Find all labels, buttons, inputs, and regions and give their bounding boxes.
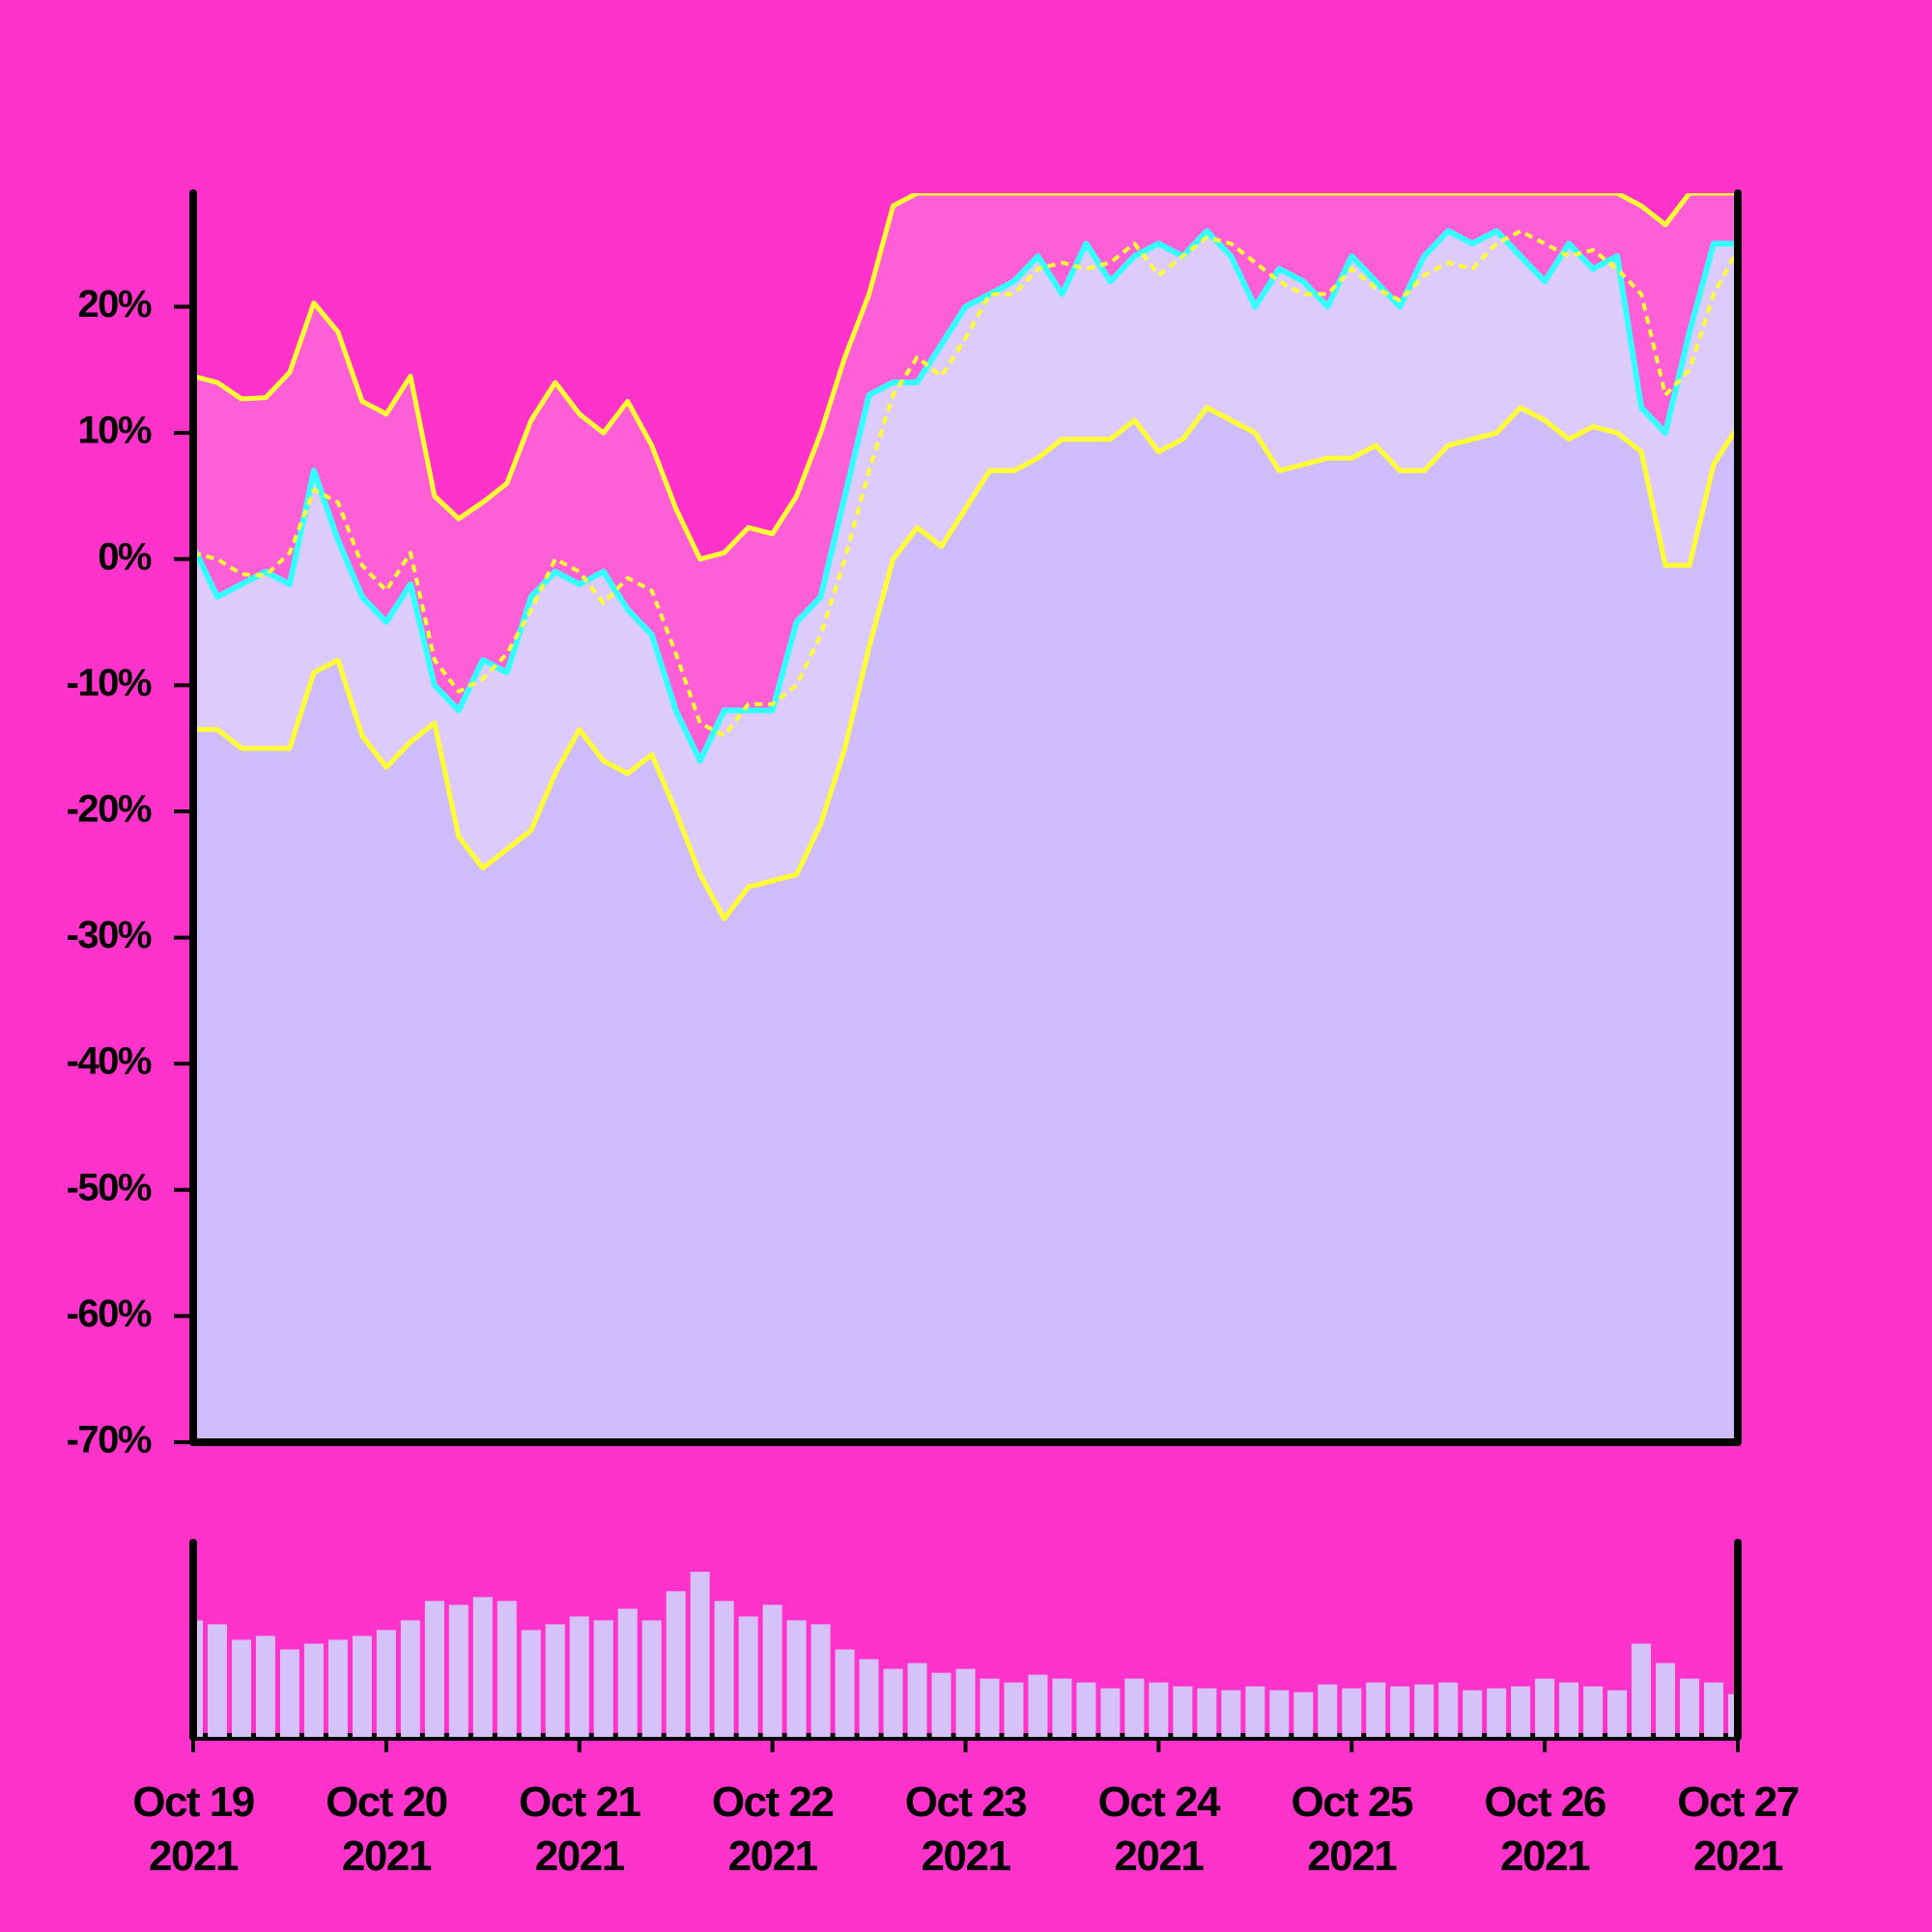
volume-bar: [690, 1572, 710, 1737]
volume-bar: [907, 1662, 927, 1737]
band-lower-fill: [193, 231, 1738, 919]
volume-bar: [641, 1620, 662, 1737]
volume-bar: [1680, 1678, 1700, 1737]
volume-bar: [376, 1630, 396, 1737]
price-line: [193, 228, 1738, 764]
volume-bar: [255, 1635, 275, 1737]
volume-bar: [1269, 1690, 1290, 1737]
volume-bar: [327, 1639, 348, 1737]
volume-bar: [955, 1668, 976, 1737]
volume-bar: [859, 1659, 879, 1737]
volume-bar: [1511, 1686, 1531, 1737]
volume-bar: [197, 1620, 203, 1737]
volume-bar: [1149, 1682, 1169, 1737]
volume-bar: [1728, 1693, 1734, 1737]
y-tick-label: -40%: [67, 1040, 152, 1083]
volume-bar: [1390, 1686, 1410, 1737]
volume-bar: [1173, 1686, 1193, 1737]
volume-bar: [448, 1605, 469, 1737]
x-tick-label: Oct 21 2021: [518, 1778, 641, 1880]
volume-bar: [569, 1616, 589, 1737]
band-upper-fill: [193, 193, 1738, 761]
volume-bar: [1052, 1678, 1072, 1737]
plot-area: [193, 193, 1738, 1442]
y-tick-label: 0%: [98, 535, 152, 578]
y-tick-label: -20%: [67, 788, 152, 831]
below-band-fill: [193, 408, 1738, 1442]
y-tick-label: -70%: [67, 1419, 152, 1462]
volume-bar: [1463, 1690, 1483, 1737]
volume-bar: [521, 1630, 541, 1737]
volume-bar: [835, 1649, 855, 1737]
volume-bar: [545, 1624, 565, 1737]
volume-bar: [1245, 1686, 1265, 1737]
volume-bar: [980, 1678, 1000, 1737]
lower-band-line: [193, 405, 1738, 922]
x-tick-label: Oct 19 2021: [132, 1778, 255, 1880]
volume-bar: [1438, 1682, 1459, 1737]
volume-bar: [303, 1643, 324, 1737]
volume-bar: [786, 1620, 807, 1737]
volume-bar: [352, 1635, 372, 1737]
volume-bar: [1632, 1643, 1652, 1737]
volume-bar: [1293, 1691, 1314, 1737]
x-tick-label: Oct 26 2021: [1484, 1778, 1606, 1880]
volume-bar: [1535, 1678, 1555, 1737]
volume-bar: [400, 1620, 420, 1737]
volume-bar: [1076, 1682, 1096, 1737]
x-tick-label: Oct 25 2021: [1291, 1778, 1413, 1880]
middle-band-line: [193, 229, 1738, 738]
volume-bar: [1221, 1690, 1241, 1737]
volume-bar: [617, 1608, 638, 1737]
volume-bar: [1704, 1682, 1724, 1737]
x-tick-label: Oct 23 2021: [904, 1778, 1028, 1880]
y-tick-label: -50%: [67, 1166, 152, 1208]
y-tick-label: 10%: [77, 410, 151, 452]
volume-bar: [1583, 1686, 1604, 1737]
volume-bar: [738, 1616, 758, 1737]
y-tick-label: -30%: [67, 914, 152, 956]
y-tick-label: 20%: [77, 283, 151, 326]
volume-bar: [472, 1597, 493, 1737]
volume-bar: [424, 1601, 444, 1737]
x-tick-label: Oct 20 2021: [326, 1778, 448, 1880]
volume-bar: [1414, 1684, 1435, 1737]
volume-bar: [497, 1601, 517, 1737]
x-tick-label: Oct 22 2021: [711, 1778, 835, 1880]
x-tick-label: Oct 24 2021: [1097, 1778, 1221, 1880]
volume-bar: [207, 1624, 227, 1737]
volume-bar: [1100, 1688, 1121, 1737]
volume-bar: [1607, 1690, 1628, 1737]
volume-bar: [810, 1624, 831, 1737]
volume-bar: [1487, 1688, 1507, 1737]
volume-bar: [762, 1605, 782, 1737]
volume-bar: [714, 1601, 734, 1737]
volume-bar: [1004, 1682, 1024, 1737]
volume-bar: [666, 1591, 686, 1737]
y-tick-label: -60%: [67, 1293, 152, 1335]
volume-bar: [1028, 1674, 1048, 1737]
volume-bar: [231, 1639, 251, 1737]
volume-bar: [1656, 1662, 1676, 1737]
volume-bar: [1366, 1682, 1386, 1737]
volume-bar: [931, 1672, 952, 1737]
volume-bar: [593, 1620, 613, 1737]
volume-bar: [1124, 1678, 1145, 1737]
volume-bar: [1559, 1682, 1579, 1737]
volume-bar: [1318, 1684, 1338, 1737]
y-tick-label: -10%: [67, 662, 152, 704]
upper-band-line: [193, 193, 1738, 562]
x-tick-label: Oct 27 2021: [1677, 1778, 1800, 1880]
volume-bar: [1197, 1688, 1217, 1737]
volume-bar: [883, 1668, 903, 1737]
volume-bar: [279, 1649, 299, 1737]
volume-bar: [1342, 1688, 1362, 1737]
